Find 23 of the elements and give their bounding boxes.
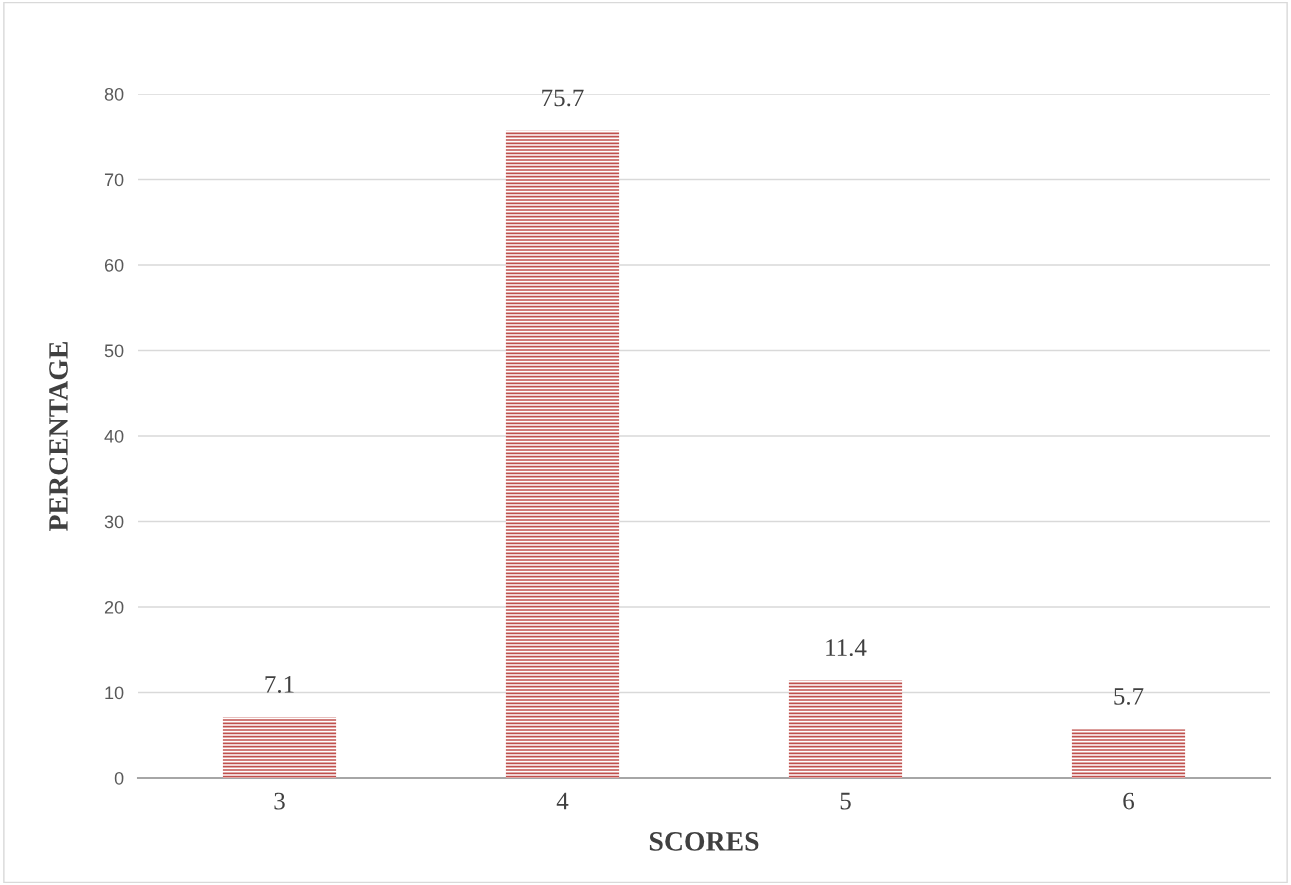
bar [788, 680, 903, 778]
y-tick-label: 50 [104, 344, 124, 358]
y-tick-label: 70 [104, 173, 124, 187]
y-axis-title: PERCENTAGE [49, 341, 68, 531]
bar [222, 717, 337, 778]
x-axis-title: SCORES [649, 832, 759, 851]
bar [505, 130, 620, 778]
x-tick-label: 5 [840, 792, 851, 810]
data-label: 75.7 [542, 89, 584, 107]
bar [1071, 729, 1186, 778]
x-tick-label: 4 [556, 792, 569, 810]
y-tick-label: 0 [114, 771, 124, 785]
y-tick-label: 10 [105, 686, 124, 700]
data-label: 11.4 [826, 639, 867, 657]
y-tick-label: 60 [104, 258, 124, 272]
y-tick-label: 20 [104, 600, 124, 614]
x-tick-label: 6 [1123, 792, 1134, 810]
x-tick-label: 3 [274, 792, 285, 810]
data-label: 5.7 [1114, 688, 1144, 705]
y-tick-label: 80 [104, 87, 124, 101]
y-tick-label: 30 [104, 515, 124, 529]
data-label: 7.1 [265, 676, 294, 693]
y-tick-label: 40 [104, 429, 124, 443]
